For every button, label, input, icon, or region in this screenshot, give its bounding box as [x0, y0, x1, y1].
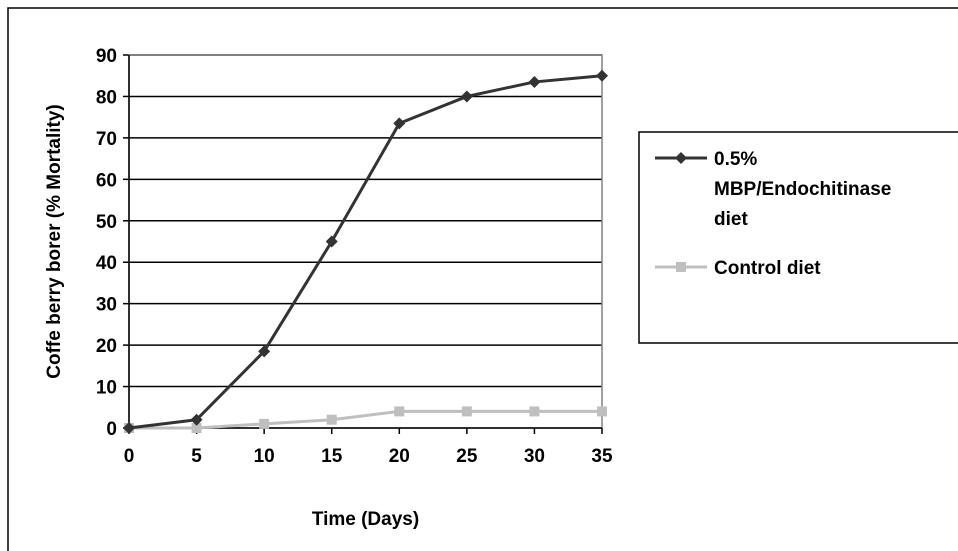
x-tick-label: 25 [456, 446, 478, 467]
x-tick-label: 15 [321, 446, 343, 467]
legend-entry: Control diet [655, 258, 821, 279]
y-tick-label: 10 [96, 378, 117, 399]
y-tick-label: 70 [96, 129, 117, 150]
legend-swatch-marker [675, 152, 687, 164]
x-axis-title: Time (Days) [312, 509, 419, 530]
legend-label: Control diet [714, 258, 821, 279]
data-point [325, 235, 338, 248]
series-diamond [123, 69, 608, 434]
data-point [191, 423, 202, 433]
data-point [528, 75, 541, 88]
data-point [123, 422, 135, 434]
y-tick-labels: 0 10 20 30 40 50 60 70 80 90 [96, 46, 117, 440]
y-tick-label: 30 [96, 295, 117, 316]
y-axis-title: Coffe berry borer (% Mortality) [44, 104, 65, 378]
legend: 0.5% MBP/Endochitinase diet Control diet [638, 131, 958, 344]
x-tick-label: 5 [191, 446, 202, 467]
legend-label: 0.5% MBP/Endochitinase diet [714, 149, 891, 230]
y-tick-label: 80 [96, 87, 117, 108]
y-tick-label: 60 [96, 170, 117, 191]
legend-swatch-marker [676, 262, 686, 272]
data-point [259, 418, 270, 429]
legend-entry: 0.5% MBP/Endochitinase diet [655, 149, 891, 230]
data-point [326, 414, 337, 425]
x-tick-label: 0 [124, 446, 135, 467]
legend-items: 0.5% MBP/Endochitinase diet Control diet [655, 149, 891, 279]
legend-label-line: diet [714, 209, 748, 230]
y-tick-label: 20 [96, 336, 117, 357]
x-tick-labels: 0 5 10 15 20 25 30 35 [124, 446, 613, 467]
legend-label-line: 0.5% [714, 149, 757, 170]
data-point [461, 406, 472, 417]
data-point [597, 406, 607, 417]
x-tick-label: 20 [389, 446, 410, 467]
data-point [393, 117, 406, 130]
data-point [394, 406, 405, 417]
y-tick-label: 0 [106, 419, 117, 440]
x-tick-label: 30 [524, 446, 545, 467]
data-point [190, 413, 203, 426]
series-line [128, 74, 603, 430]
data-point [460, 90, 473, 103]
legend-box [638, 131, 958, 344]
series-line [129, 409, 602, 430]
legend-label-line: Control diet [714, 258, 821, 279]
data-point [529, 406, 540, 417]
legend-label-line: MBP/Endochitinase [714, 179, 891, 200]
y-tick-label: 50 [96, 212, 117, 233]
y-tick-label: 40 [96, 253, 117, 274]
data-point [596, 69, 608, 82]
x-tick-label: 10 [254, 446, 275, 467]
series-lines [123, 69, 608, 434]
x-tick-label: 35 [591, 446, 613, 467]
data-point [258, 345, 271, 358]
y-tick-label: 90 [96, 46, 117, 67]
